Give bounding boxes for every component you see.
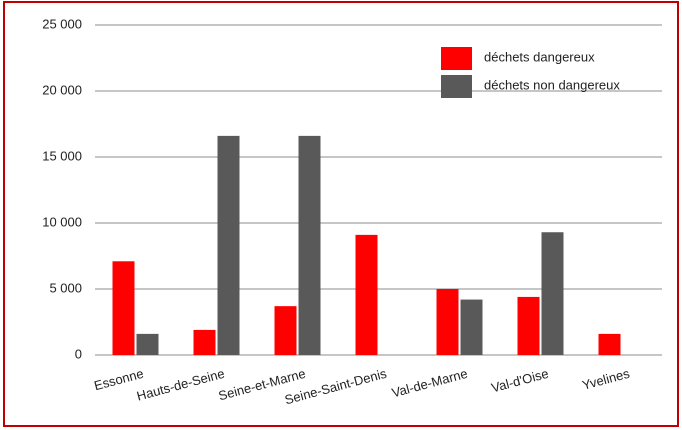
legend-swatch <box>441 47 472 70</box>
bar <box>598 333 621 355</box>
bar <box>541 232 564 355</box>
legend-swatch <box>441 75 472 98</box>
y-tick-label: 5 000 <box>49 280 82 295</box>
bar <box>193 329 216 355</box>
x-tick-label: Val-de-Marne <box>390 366 469 401</box>
frame <box>3 1 679 427</box>
y-tick-label: 15 000 <box>42 148 82 163</box>
legend-label: déchets non dangereux <box>484 77 620 92</box>
bar <box>298 135 321 355</box>
bar <box>460 299 483 355</box>
y-tick-label: 0 <box>75 346 82 361</box>
bar <box>274 306 297 355</box>
bar <box>217 135 240 355</box>
legend-label: déchets dangereux <box>484 49 595 64</box>
bar <box>436 289 459 355</box>
x-tick-label: Yvelines <box>581 366 632 393</box>
y-tick-label: 25 000 <box>42 16 82 31</box>
bar <box>112 261 135 355</box>
y-tick-label: 10 000 <box>42 214 82 229</box>
y-tick-label: 20 000 <box>42 82 82 97</box>
bar <box>355 234 378 355</box>
x-tick-label: Hauts-de-Seine <box>135 366 226 404</box>
x-tick-label: Val-d'Oise <box>490 366 550 396</box>
bar <box>517 296 540 355</box>
bar <box>136 333 159 355</box>
